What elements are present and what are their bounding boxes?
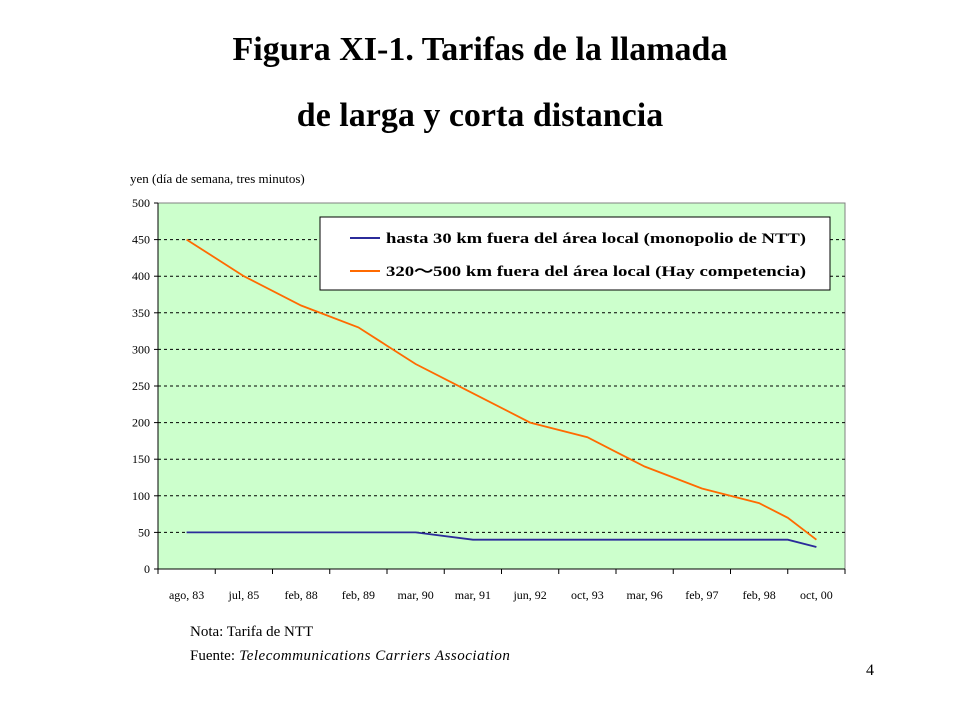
legend-label-1: hasta 30 km fuera del área local (monopo… [386,231,806,247]
x-tick-label: oct, 93 [571,588,604,602]
chart-title-line2: de larga y corta distancia [296,97,664,134]
legend-label-2: 320～500 km fuera del área local (Hay com… [386,264,806,280]
y-axis-label: yen (día de semana, tres minutos) [130,171,305,186]
x-tick-label: oct, 00 [800,588,833,602]
x-tick-label: mar, 91 [455,588,491,602]
y-tick-label: 400 [132,269,150,283]
y-tick-label: 200 [132,416,150,430]
x-tick-label: feb, 97 [685,588,718,602]
source-label: Fuente: [190,648,235,664]
x-tick-label: feb, 98 [742,588,775,602]
y-tick-label: 0 [144,562,150,576]
x-tick-label: jul, 85 [228,588,260,602]
series-line-2 [186,238,817,541]
legend-box [319,216,831,291]
series-line-1 [186,531,817,548]
source-text: Telecommunications Carriers Association [235,648,511,664]
x-tick-label: mar, 96 [627,588,663,602]
note-text: Tarifa de NTT [223,624,314,640]
y-tick-label: 50 [138,525,150,539]
y-tick-label: 150 [132,452,150,466]
y-tick-label: 350 [132,306,150,320]
x-tick-label: jun, 92 [512,588,546,602]
y-tick-label: 450 [132,233,150,247]
note-line: Nota: Tarifa de NTT [190,622,313,642]
y-tick-label: 100 [132,489,150,503]
x-tick-label: mar, 90 [398,588,434,602]
chart-title-line1: Figura XI-1. Tarifas de la llamada [232,31,728,68]
x-tick-label: feb, 88 [284,588,317,602]
source-line: Fuente: Telecommunications Carriers Asso… [190,646,510,666]
y-tick-label: 300 [132,342,150,356]
y-tick-label: 500 [132,196,150,210]
x-tick-label: feb, 89 [342,588,375,602]
page-number: 4 [866,662,874,679]
axes: 0 50 100 150 200 250 300 350 400 450 500 ago, 83 jul… [132,196,846,602]
x-tick-label: ago, 83 [169,588,204,602]
legend: hasta 30 km fuera del área local (monopo… [319,216,831,291]
y-tick-label: 250 [132,379,150,393]
note-label: Nota: [190,624,224,640]
series-lines [186,238,817,548]
